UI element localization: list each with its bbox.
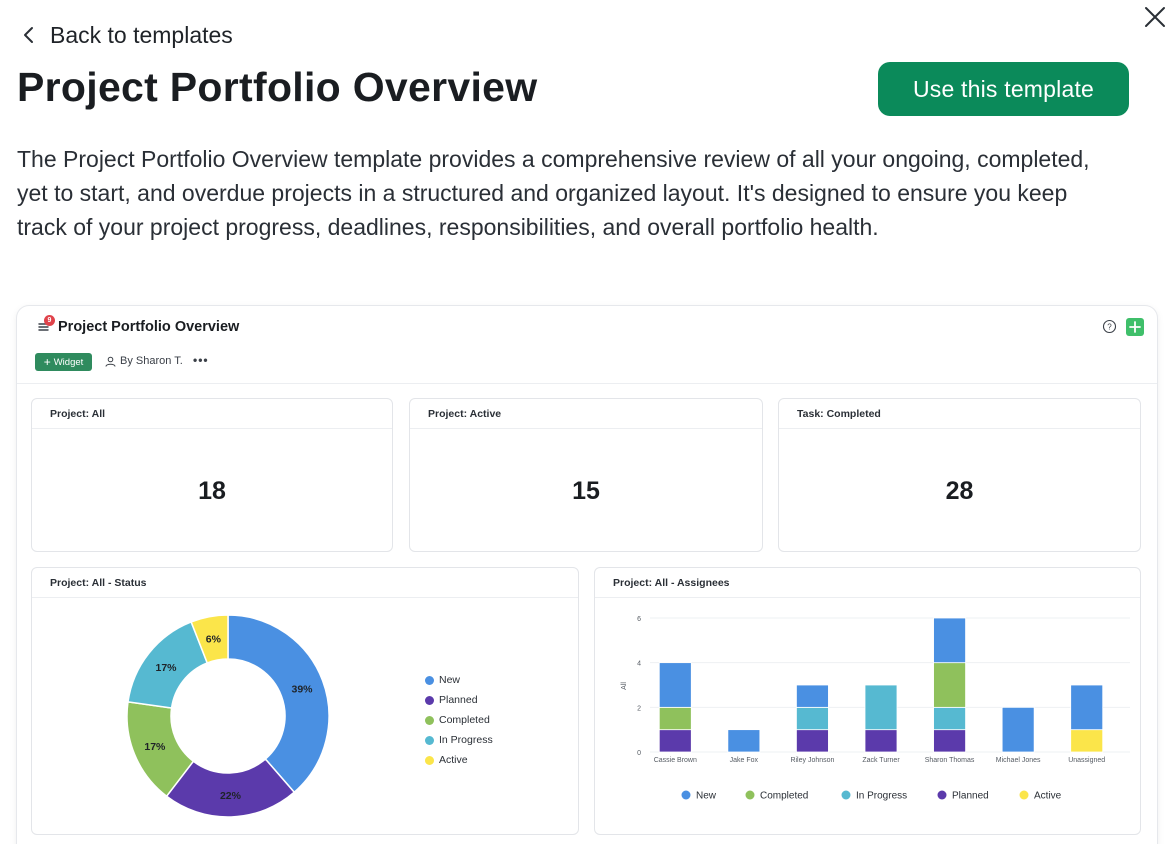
- kpi-card-title: Project: Active: [428, 408, 502, 420]
- assignees-chart-title: Project: All - Assignees: [613, 577, 730, 589]
- status-legend: New Planned Completed In Progress Active: [425, 670, 493, 770]
- assignees-bar-chart: 0 2 4 6 All Cassie Brown Jake Fox Riley Johnson…: [621, 616, 1130, 802]
- status-chart-card[interactable]: Project: All - Status 39% 22% 17% 17% 6% New…: [31, 567, 579, 835]
- legend-label: Planned: [439, 694, 478, 706]
- x-tick-label: Michael Jones: [996, 757, 1041, 764]
- legend-label[interactable]: New: [696, 791, 717, 802]
- bar-segment-new[interactable]: [658, 662, 692, 708]
- back-link-label: Back to templates: [50, 21, 233, 48]
- dashboard-preview: 9 Project Portfolio Overview ? + Widget B…: [17, 306, 1157, 844]
- bar-segment-completed[interactable]: [933, 662, 966, 708]
- svg-text:?: ?: [1107, 323, 1112, 332]
- legend-label: Active: [439, 754, 468, 766]
- legend-swatch: [425, 695, 434, 705]
- bar-segment-new[interactable]: [1070, 684, 1104, 731]
- bar-segment-planned[interactable]: [864, 729, 898, 753]
- legend-label[interactable]: In Progress: [856, 791, 907, 802]
- x-tick-label: Unassigned: [1068, 757, 1105, 764]
- widget-label: Widget: [53, 356, 84, 368]
- kpi-card-task-completed[interactable]: Task: Completed 28: [778, 398, 1141, 552]
- page-title: Project Portfolio Overview: [17, 64, 538, 110]
- legend-label: New: [439, 674, 461, 686]
- add-button[interactable]: [1126, 318, 1144, 336]
- bar-segment-new[interactable]: [796, 684, 829, 708]
- x-tick-label: Riley Johnson: [790, 757, 834, 764]
- plus-icon: +: [43, 355, 51, 369]
- plus-icon: [1129, 321, 1141, 333]
- kpi-value: 28: [945, 477, 974, 505]
- assignees-chart-card[interactable]: Project: All - Assignees 0 2 4 6 All Cassie B…: [594, 567, 1141, 835]
- kpi-card-project-active[interactable]: Project: Active 15: [409, 398, 763, 552]
- bar-segment-in-progress[interactable]: [796, 706, 829, 731]
- bar-segment-in-progress[interactable]: [864, 684, 898, 731]
- bar-segment-new[interactable]: [933, 617, 966, 664]
- user-icon: [105, 356, 116, 367]
- legend-swatch: [681, 790, 691, 800]
- x-tick-label: Jake Fox: [730, 757, 759, 764]
- back-to-templates-link[interactable]: Back to templates: [18, 20, 233, 50]
- more-options-icon[interactable]: •••: [193, 353, 209, 367]
- legend-item-planned[interactable]: Planned: [425, 690, 493, 710]
- legend-item-active[interactable]: Active: [425, 750, 493, 770]
- close-button[interactable]: [1140, 2, 1170, 32]
- donut-data-label: 39%: [291, 683, 313, 695]
- bar-segment-planned[interactable]: [796, 729, 829, 753]
- kpi-value: 15: [572, 477, 600, 505]
- legend-label: Completed: [439, 714, 490, 726]
- legend-label[interactable]: Planned: [952, 791, 989, 802]
- bar-segment-planned[interactable]: [658, 729, 692, 753]
- legend-swatch: [425, 675, 434, 685]
- bar-segment-planned[interactable]: [933, 729, 966, 753]
- donut-data-label: 6%: [206, 633, 222, 645]
- add-widget-button[interactable]: + Widget: [35, 353, 92, 371]
- bar-segment-completed[interactable]: [658, 706, 692, 731]
- donut-slice-new[interactable]: [227, 614, 330, 794]
- legend-swatch: [425, 735, 434, 745]
- y-tick-label: 4: [637, 661, 641, 668]
- close-icon: [1145, 7, 1165, 27]
- kpi-card-title: Task: Completed: [797, 408, 881, 420]
- help-icon[interactable]: ?: [1102, 319, 1117, 334]
- author: By Sharon T.: [105, 355, 183, 367]
- legend-label: In Progress: [439, 734, 493, 746]
- notification-badge: 9: [44, 315, 55, 326]
- x-tick-label: Sharon Thomas: [925, 757, 975, 764]
- status-donut-chart: 39% 22% 17% 17% 6%: [126, 614, 330, 818]
- legend-item-new[interactable]: New: [425, 670, 493, 690]
- legend-swatch: [841, 790, 851, 800]
- kpi-card-title: Project: All: [50, 408, 106, 420]
- y-tick-label: 2: [637, 705, 641, 712]
- y-tick-label: 6: [637, 616, 641, 623]
- legend-swatch: [425, 715, 434, 725]
- donut-data-label: 17%: [156, 662, 178, 674]
- template-description: The Project Portfolio Overview template …: [17, 146, 1090, 240]
- legend-swatch: [745, 790, 755, 800]
- y-tick-label: 0: [637, 750, 641, 757]
- donut-data-label: 22%: [220, 790, 242, 802]
- y-axis-label: All: [621, 682, 628, 690]
- donut-slice-active[interactable]: [190, 614, 229, 664]
- legend-swatch: [937, 790, 947, 800]
- legend-label[interactable]: Completed: [760, 791, 808, 802]
- donut-data-label: 17%: [144, 741, 166, 753]
- author-label: By Sharon T.: [120, 355, 183, 367]
- bar-segment-in-progress[interactable]: [933, 706, 966, 731]
- bar-segment-new[interactable]: [1001, 706, 1035, 753]
- legend-swatch: [425, 755, 434, 765]
- legend-swatch: [1019, 790, 1029, 800]
- preview-title: Project Portfolio Overview: [58, 319, 240, 335]
- bar-segment-new[interactable]: [727, 729, 761, 753]
- x-tick-label: Cassie Brown: [654, 757, 697, 764]
- preview-header: 9 Project Portfolio Overview ? + Widget B…: [17, 306, 1157, 384]
- kpi-card-project-all[interactable]: Project: All 18: [31, 398, 393, 552]
- chevron-left-icon: [24, 27, 33, 43]
- legend-item-completed[interactable]: Completed: [425, 710, 493, 730]
- status-chart-title: Project: All - Status: [50, 577, 147, 589]
- legend-label[interactable]: Active: [1034, 791, 1062, 802]
- kpi-value: 18: [198, 477, 226, 505]
- x-tick-label: Zack Turner: [862, 757, 900, 764]
- bar-segment-active[interactable]: [1070, 729, 1104, 753]
- use-template-button[interactable]: Use this template: [878, 62, 1129, 116]
- legend-item-in-progress[interactable]: In Progress: [425, 730, 493, 750]
